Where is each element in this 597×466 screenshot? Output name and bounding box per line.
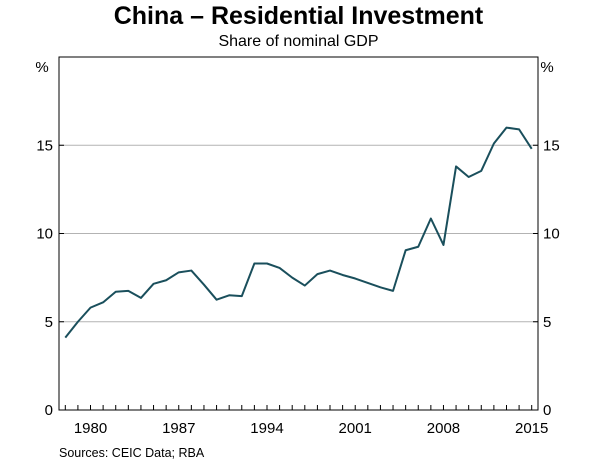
series-line-0	[64, 126, 533, 339]
y-tick-label-right: 10	[543, 226, 560, 243]
y-tick-label-right: 15	[543, 137, 560, 154]
axis-ticks	[59, 144, 538, 411]
y-unit-left: %	[35, 59, 48, 76]
tick-labels: 0 0 5 5 10 10 15 15 1980 1987 1994 2001 2008 2015	[36, 137, 559, 437]
series	[64, 126, 533, 339]
y-tick-label-left: 5	[45, 314, 53, 331]
gridlines	[59, 144, 538, 323]
x-tick-label: 1980	[74, 420, 107, 437]
x-tick-label: 2015	[515, 420, 548, 437]
chart-title: China – Residential Investment	[113, 2, 484, 30]
y-tick-label-left: 0	[45, 402, 53, 419]
y-tick-label-left: 15	[36, 137, 53, 154]
x-tick-label: 2008	[427, 420, 460, 437]
chart-source: Sources: CEIC Data; RBA	[59, 446, 205, 460]
x-tick-label: 1994	[250, 420, 283, 437]
x-tick-label: 1987	[162, 420, 195, 437]
y-unit-right: %	[540, 59, 553, 76]
y-tick-label-left: 10	[36, 226, 53, 243]
chart-subtitle: Share of nominal GDP	[218, 33, 379, 50]
x-tick-label: 2001	[339, 420, 372, 437]
y-tick-label-right: 0	[543, 402, 551, 419]
y-tick-label-right: 5	[543, 314, 551, 331]
